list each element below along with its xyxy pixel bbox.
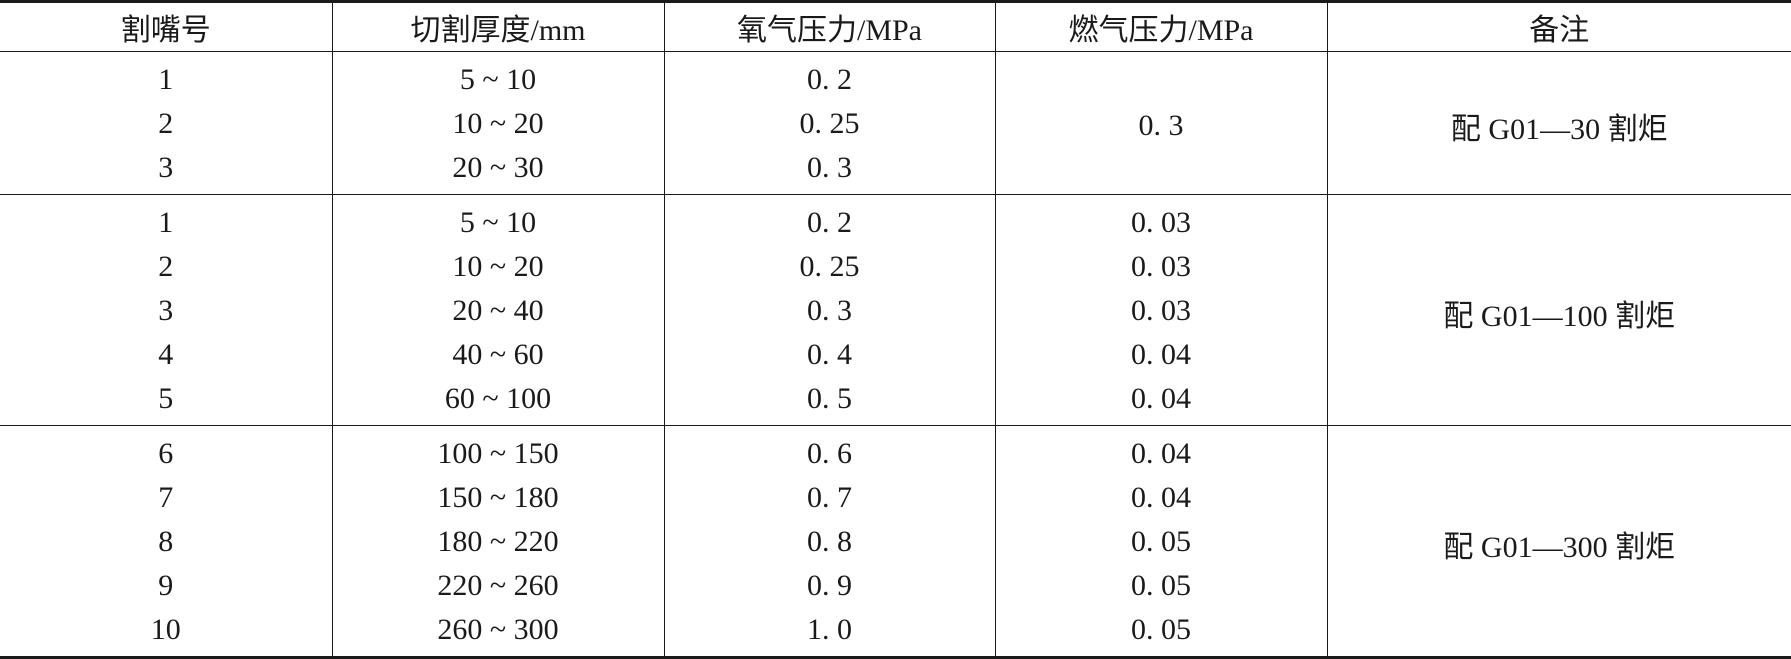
oxygen-pressure-cell: 0. 2 [663,194,995,245]
table-row: 7 150 ~ 180 0. 7 0. 04 [0,476,1791,520]
table-row: 1 5 ~ 10 0. 2 0. 3 配 G01—30 割炬 [0,51,1791,195]
thickness-cell: 40 ~ 60 [331,333,664,377]
gas-pressure-shared-cell: 0. 3 [994,51,1327,195]
oxygen-pressure-cell: 0. 8 [663,520,995,564]
table-row: 1 5 ~ 10 0. 2 0. 03 配 G01—100 割炬 [0,194,1791,426]
thickness-cell: 10 ~ 20 [331,245,664,289]
thickness-cell: 150 ~ 180 [331,476,664,520]
nozzle-number-cell: 7 [158,481,174,514]
remarks-cell: 配 G01—300 割炬 [1326,425,1791,659]
nozzle-number-cell: 1 [158,206,174,239]
nozzle-number-cell: 10 [0,608,332,659]
thickness-cell: 180 ~ 220 [331,520,664,564]
remarks-cell: 配 G01—30 割炬 [1326,51,1791,195]
nozzle-number-cell: 2 [158,250,174,283]
header-gas-pressure: 燃气压力/MPa [994,0,1327,52]
gas-pressure-cell: 0. 05 [994,608,1327,659]
gas-pressure-cell: 0. 04 [994,377,1327,426]
table-row: 9 220 ~ 260 0. 9 0. 05 [0,564,1791,608]
gas-pressure-cell: 0. 04 [994,425,1327,476]
oxygen-pressure-cell: 0. 3 [663,146,995,195]
gas-pressure-cell: 0. 04 [994,333,1327,377]
nozzle-number-cell: 8 [158,525,174,558]
nozzle-number-cell: 3 [158,294,174,327]
nozzle-number-cell: 9 [158,569,174,602]
nozzle-number-cell: 5 [0,377,332,426]
table-row: 5 60 ~ 100 0. 5 0. 04 [0,377,1791,426]
table-row: 8 180 ~ 220 0. 8 0. 05 [0,520,1791,564]
oxygen-pressure-cell: 0. 25 [663,102,995,146]
table-row: 3 20 ~ 40 0. 3 0. 03 [0,289,1791,333]
gas-pressure-cell: 0. 05 [994,564,1327,608]
oxygen-pressure-cell: 0. 6 [663,425,995,476]
oxygen-pressure-cell: 1. 0 [663,608,995,659]
remarks-cell: 配 G01—100 割炬 [1326,194,1791,426]
thickness-cell: 60 ~ 100 [331,377,664,426]
gas-pressure-cell: 0. 04 [994,476,1327,520]
thickness-cell: 260 ~ 300 [331,608,664,659]
nozzle-number-cell: 3 [0,146,332,195]
oxygen-pressure-cell: 0. 9 [663,564,995,608]
table-row: 6 100 ~ 150 0. 6 0. 04 配 G01—300 割炬 [0,425,1791,659]
gas-pressure-cell: 0. 03 [994,194,1327,245]
oxygen-pressure-cell: 0. 5 [663,377,995,426]
thickness-cell: 20 ~ 30 [331,146,664,195]
table-row: 2 10 ~ 20 0. 25 0. 03 [0,245,1791,289]
oxygen-pressure-cell: 0. 2 [663,51,995,102]
table-row: 4 40 ~ 60 0. 4 0. 04 [0,333,1791,377]
nozzle-number-cell: 1 [158,63,174,96]
oxygen-pressure-cell: 0. 3 [663,289,995,333]
table-row: 2 10 ~ 20 0. 25 [0,102,1791,146]
oxygen-pressure-cell: 0. 7 [663,476,995,520]
thickness-cell: 5 ~ 10 [331,51,664,102]
gas-pressure-cell: 0. 03 [994,245,1327,289]
nozzle-number-cell: 4 [158,338,174,371]
table-row: 3 20 ~ 30 0. 3 [0,146,1791,195]
oxygen-pressure-cell: 0. 4 [663,333,995,377]
thickness-cell: 220 ~ 260 [331,564,664,608]
header-remarks: 备注 [1326,0,1791,52]
gas-pressure-cell: 0. 05 [994,520,1327,564]
table-header-row: 割嘴号 切割厚度/mm 氧气压力/MPa 燃气压力/MPa 备注 [0,0,1791,52]
thickness-cell: 10 ~ 20 [331,102,664,146]
oxygen-pressure-cell: 0. 25 [663,245,995,289]
header-oxygen-pressure: 氧气压力/MPa [663,0,995,52]
header-cutting-thickness: 切割厚度/mm [331,0,664,52]
nozzle-number-cell: 2 [158,107,174,140]
header-nozzle-number: 割嘴号 [0,0,332,52]
thickness-cell: 100 ~ 150 [331,425,664,476]
gas-pressure-cell: 0. 03 [994,289,1327,333]
nozzle-number-cell: 6 [158,437,174,470]
thickness-cell: 20 ~ 40 [331,289,664,333]
thickness-cell: 5 ~ 10 [331,194,664,245]
